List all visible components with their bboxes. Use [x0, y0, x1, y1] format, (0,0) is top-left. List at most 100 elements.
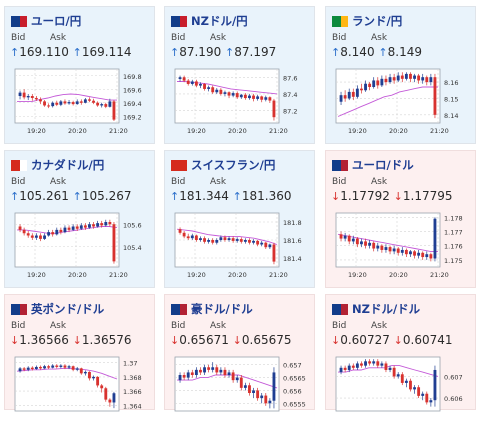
- rate-card-cadjpy[interactable]: カナダドル/円 Bid Ask ↑105.261 ↑105.267 105.6 10…: [4, 150, 155, 288]
- y-tick-label: 8.14: [444, 112, 458, 120]
- rate-card-eurjpy[interactable]: ユーロ/円 Bid Ask ↑169.110 ↑169.114 169.8 169.…: [4, 6, 155, 144]
- price-values: ↓1.36566 ↓1.36576: [10, 333, 132, 347]
- arrow-up-icon: ↑: [72, 190, 82, 203]
- candle-body: [421, 77, 425, 81]
- mini-chart[interactable]: 0.657 0.6565 0.656 0.6555: [171, 353, 310, 427]
- rate-card-eurusd[interactable]: ユーロ/ドル Bid Ask ↓1.17792 ↓1.17795 1.178 1.1…: [325, 150, 476, 288]
- rate-card-chfjpy[interactable]: スイスフラン/円 Bid Ask ↑181.344 ↑181.360 181.8 1…: [164, 150, 315, 288]
- rate-card-zarjpy[interactable]: ランド/円 Bid Ask ↑8.140 ↑8.149 8.16 8.15 8.14 1…: [325, 6, 476, 144]
- mini-chart[interactable]: 181.8 181.6 181.4 19:20 20:20 21:20: [171, 209, 310, 283]
- candle-body: [100, 223, 104, 226]
- price-labels: Bid Ask: [332, 177, 387, 187]
- candle-body: [392, 367, 396, 377]
- arrow-down-icon: ↓: [331, 334, 341, 347]
- candle-body: [190, 372, 194, 375]
- bid-label: Bid: [11, 321, 26, 331]
- candle-body: [260, 242, 264, 245]
- pair-name: ユーロ/円: [31, 14, 82, 28]
- candle-body: [339, 234, 343, 239]
- candle-body: [63, 101, 67, 104]
- mini-chart[interactable]: 1.37 1.368 1.366 1.364: [11, 353, 150, 427]
- candle-body: [215, 240, 219, 243]
- arrow-up-icon: ↑: [10, 190, 20, 203]
- candle-body: [239, 94, 243, 98]
- mini-chart[interactable]: 169.8 169.6 169.4 169.2 19:20 20:20 21:20: [11, 65, 150, 139]
- ask-label: Ask: [371, 321, 388, 331]
- y-tick-label: 181.8: [283, 219, 302, 227]
- candle-body: [59, 229, 63, 233]
- candle-body: [199, 369, 202, 373]
- rate-card-gbpusd[interactable]: 英ポンド/ドル Bid Ask ↓1.36566 ↓1.36576 1.37 1.3…: [4, 294, 155, 412]
- rate-card-nzdjpy[interactable]: NZドル/円 Bid Ask ↑87.190 ↑87.197 87.6 87.4 87…: [164, 6, 315, 144]
- candle-body: [79, 225, 83, 229]
- candle-body: [43, 235, 46, 239]
- mini-chart[interactable]: 8.16 8.15 8.14 19:20 20:20 21:20: [332, 65, 471, 139]
- candle-body: [190, 81, 194, 84]
- candle-body: [256, 96, 260, 99]
- candle-body: [211, 367, 215, 370]
- rate-card-nzdusd[interactable]: NZドル/ドル Bid Ask ↓0.60727 ↓0.60741 0.607 0.…: [325, 294, 476, 412]
- price-labels: Bid Ask: [11, 177, 66, 187]
- bid-value: 169.110: [19, 45, 69, 59]
- candle-body: [211, 240, 215, 243]
- mini-chart[interactable]: 105.6 105.4 19:20 20:20 21:20: [11, 209, 150, 283]
- candle-body: [392, 77, 396, 81]
- candle-body: [22, 368, 26, 370]
- candle-body: [79, 101, 83, 103]
- candlestick-chart: 1.178 1.177 1.176 1.175 19:20 20:20 21:20: [335, 212, 463, 279]
- mini-chart[interactable]: 0.607 0.606: [332, 353, 471, 427]
- bid-label: Bid: [171, 33, 186, 43]
- candle-body: [67, 102, 71, 104]
- candle-body: [190, 235, 194, 239]
- candle-body: [384, 247, 388, 250]
- candle-body: [223, 237, 227, 240]
- pair-name: 英ポンド/ドル: [31, 302, 105, 316]
- candle-body: [88, 371, 91, 379]
- arrow-up-icon: ↑: [225, 46, 235, 59]
- pair-name: NZドル/円: [191, 14, 248, 28]
- rate-card-audusd[interactable]: 豪ドル/ドル Bid Ask ↓0.65671 ↓0.65675 0.657 0.6…: [164, 294, 315, 412]
- candle-body: [219, 369, 223, 373]
- mini-chart[interactable]: 87.6 87.4 87.2 19:20 20:20 21:20: [171, 65, 310, 139]
- pair-title: ユーロ/円: [11, 13, 81, 29]
- candle-body: [388, 77, 392, 83]
- candle-body: [112, 224, 116, 262]
- y-tick-label: 0.6555: [283, 400, 306, 408]
- candle-body: [219, 89, 223, 94]
- x-tick-label: 20:20: [228, 127, 247, 135]
- candle-body: [194, 81, 198, 86]
- price-values: ↑181.344 ↑181.360: [170, 189, 292, 203]
- candle-body: [372, 361, 376, 364]
- candle-body: [67, 227, 71, 230]
- price-values: ↑105.261 ↑105.267: [10, 189, 132, 203]
- candle-body: [71, 226, 75, 230]
- candle-body: [178, 77, 182, 79]
- candle-body: [368, 361, 372, 364]
- candle-body: [47, 232, 51, 236]
- candle-body: [376, 245, 380, 249]
- x-tick-label: 20:20: [389, 271, 408, 279]
- candle-body: [231, 238, 235, 241]
- candle-body: [404, 73, 408, 79]
- x-tick-label: 21:20: [269, 271, 288, 279]
- eu-us-flag-icon: [332, 159, 348, 171]
- candle-body: [380, 363, 384, 366]
- price-labels: Bid Ask: [171, 177, 226, 187]
- candle-body: [104, 388, 108, 400]
- bid-label: Bid: [171, 321, 186, 331]
- candle-body: [34, 366, 38, 370]
- candle-body: [227, 92, 231, 96]
- ask-label: Ask: [371, 177, 388, 187]
- price-values: ↑169.110 ↑169.114: [10, 45, 132, 59]
- candle-body: [264, 97, 268, 100]
- candle-body: [67, 366, 71, 368]
- ask-value: 8.149: [387, 45, 422, 59]
- bid-label: Bid: [171, 177, 186, 187]
- candle-body: [203, 83, 206, 89]
- candle-body: [252, 240, 255, 243]
- candle-body: [83, 225, 87, 228]
- arrow-up-icon: ↑: [232, 190, 242, 203]
- mini-chart[interactable]: 1.178 1.177 1.176 1.175 19:20 20:20 21:20: [332, 209, 471, 283]
- ask-value: 1.17795: [402, 189, 453, 203]
- candle-body: [108, 101, 112, 107]
